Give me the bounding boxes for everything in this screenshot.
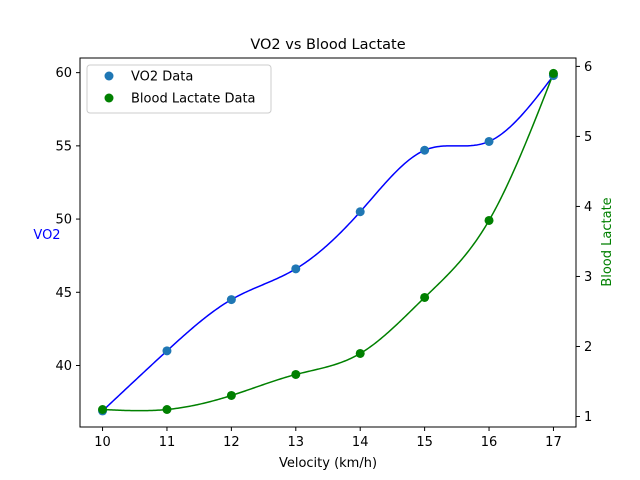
data-point <box>420 292 430 302</box>
left-tick-label: 55 <box>55 139 72 154</box>
right-tick-label: 5 <box>584 130 592 145</box>
x-tick-label: 13 <box>288 435 305 450</box>
legend-label-blood-lactate: Blood Lactate Data <box>131 92 256 107</box>
series-markers <box>98 68 558 416</box>
right-tick-label: 1 <box>584 410 592 425</box>
data-point <box>98 404 108 414</box>
data-point <box>226 295 236 305</box>
data-point <box>162 346 172 356</box>
x-tick-label: 15 <box>416 435 433 450</box>
right-tick-label: 3 <box>584 270 592 285</box>
right-axis-label: Blood Lactate <box>600 197 615 286</box>
data-point <box>226 390 236 400</box>
x-tick-label: 14 <box>352 435 369 450</box>
chart-title: VO2 vs Blood Lactate <box>250 37 405 53</box>
series-curve-1 <box>102 73 555 412</box>
left-tick-label: 60 <box>55 66 72 81</box>
left-tick-label: 40 <box>55 359 72 374</box>
left-tick-label: 45 <box>55 286 72 301</box>
left-tick-label: 50 <box>55 213 72 228</box>
x-tick-label: 16 <box>481 435 498 450</box>
x-tick-label: 10 <box>94 435 111 450</box>
right-tick-label: 6 <box>584 60 592 75</box>
right-tick-label: 4 <box>584 200 592 215</box>
legend-marker-vo2 <box>104 71 114 81</box>
series-curve-0 <box>102 75 555 412</box>
legend-marker-blood-lactate <box>104 93 114 103</box>
data-point <box>548 68 558 78</box>
legend-frame <box>86 64 272 114</box>
x-tick-label: 12 <box>223 435 240 450</box>
data-point <box>291 264 301 274</box>
legend-label-vo2: VO2 Data <box>131 70 193 85</box>
data-point <box>162 404 172 414</box>
series-curves <box>102 73 555 412</box>
left-axis-ticks: 40 45 50 55 60 <box>55 66 80 374</box>
data-point <box>291 369 301 379</box>
data-point <box>355 207 365 217</box>
data-point <box>355 348 365 358</box>
data-point <box>484 136 494 146</box>
x-tick-label: 17 <box>545 435 562 450</box>
x-tick-label: 11 <box>159 435 176 450</box>
data-point <box>484 215 494 225</box>
plot-area-frame <box>79 57 577 428</box>
x-axis-ticks: 10 11 12 13 14 15 16 17 <box>94 427 562 450</box>
data-point <box>420 145 430 155</box>
left-axis-label: VO2 <box>33 228 60 243</box>
legend: VO2 Data Blood Lactate Data <box>86 64 272 114</box>
right-axis-ticks: 1 2 3 4 5 6 <box>576 60 592 425</box>
right-tick-label: 2 <box>584 340 592 355</box>
x-axis-label: Velocity (km/h) <box>279 456 377 471</box>
